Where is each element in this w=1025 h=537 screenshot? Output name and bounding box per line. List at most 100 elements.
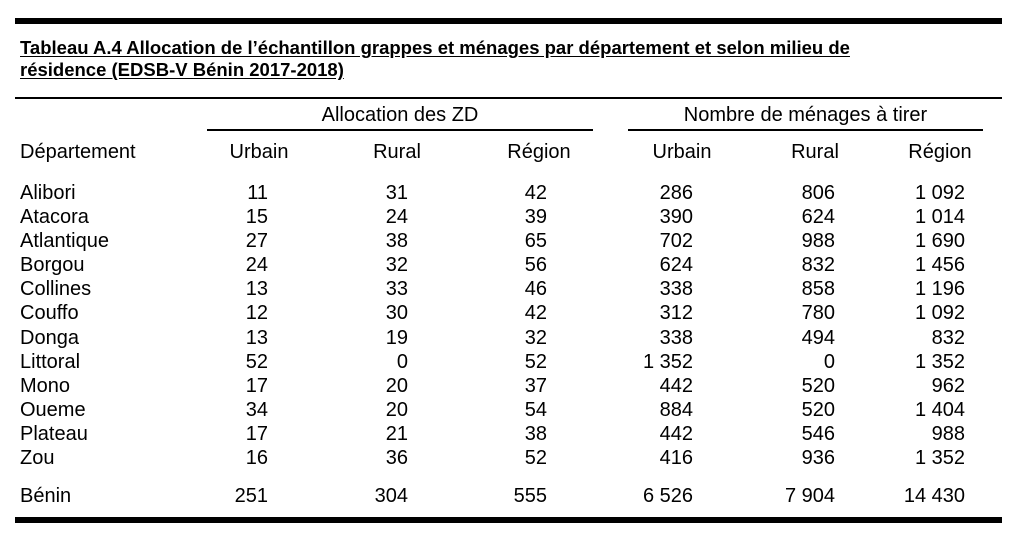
cell-zd-urbain: 24 (245, 254, 268, 277)
cell-zd-region: 42 (524, 302, 547, 325)
group-rule-menages (628, 129, 983, 131)
cell-menages-urbain: 338 (659, 278, 693, 301)
cell-menages-urbain: 702 (659, 230, 693, 253)
cell-row-name: Donga (20, 326, 79, 349)
cell-menages-urbain: 884 (659, 398, 693, 421)
column-header-menages-region: Région (908, 141, 972, 163)
cell-zd-region: 46 (524, 278, 547, 301)
total-zd-rural: 304 (374, 485, 408, 507)
column-header-menages-rural: Rural (791, 141, 839, 163)
cell-zd-rural: 0 (396, 350, 408, 373)
cell-menages-region: 988 (931, 422, 965, 445)
cell-row-name: Zou (20, 447, 55, 470)
cell-zd-region: 37 (524, 374, 547, 397)
cell-menages-urbain: 286 (659, 182, 693, 204)
total-menages-urbain: 6 526 (642, 485, 693, 507)
cell-zd-rural: 33 (385, 278, 408, 301)
table-row: Borgou 24 32 56 624 832 1 456 (0, 254, 1025, 278)
cell-menages-region: 1 404 (914, 398, 965, 421)
cell-zd-rural: 31 (385, 182, 408, 204)
cell-zd-region: 54 (524, 398, 547, 421)
table-row: Atlantique 27 38 65 702 988 1 690 (0, 230, 1025, 254)
cell-row-name: Collines (20, 278, 92, 301)
table-row: Couffo 12 30 42 312 780 1 092 (0, 302, 1025, 326)
cell-menages-urbain: 624 (659, 254, 693, 277)
table-row: Littoral 52 0 52 1 352 0 1 352 (0, 351, 1025, 375)
cell-row-name: Plateau (20, 422, 88, 445)
cell-row-name: Atacora (20, 206, 89, 229)
cell-row-name: Borgou (20, 254, 85, 277)
total-zd-urbain: 251 (234, 485, 268, 507)
table-title-line-2: résidence (EDSB-V Bénin 2017-2018) (20, 59, 344, 80)
cell-menages-region: 1 352 (914, 447, 965, 470)
cell-row-name: Atlantique (20, 230, 109, 253)
column-header-menages-urbain: Urbain (652, 141, 712, 163)
cell-zd-urbain: 17 (245, 422, 268, 445)
column-header-departement: Département (20, 141, 136, 163)
cell-zd-urbain: 52 (245, 350, 268, 373)
cell-zd-region: 32 (524, 326, 547, 349)
cell-zd-urbain: 11 (247, 182, 268, 204)
cell-row-name: Oueme (20, 398, 86, 421)
cell-menages-region: 1 690 (914, 230, 965, 253)
cell-menages-rural: 494 (801, 326, 835, 349)
cell-menages-urbain: 442 (659, 374, 693, 397)
cell-menages-urbain: 390 (659, 206, 693, 229)
total-menages-rural: 7 904 (784, 485, 835, 507)
cell-menages-region: 1 456 (914, 254, 965, 277)
cell-zd-urbain: 17 (245, 374, 268, 397)
column-header-zd-rural: Rural (373, 141, 421, 163)
bottom-thick-rule (15, 517, 1002, 523)
table-title-line-1: Tableau A.4 Allocation de l’échantillon … (20, 37, 850, 58)
cell-row-name: Mono (20, 374, 71, 397)
cell-zd-region: 39 (524, 206, 547, 229)
top-thick-rule (15, 18, 1002, 24)
cell-zd-rural: 21 (385, 422, 408, 445)
group-header-menages: Nombre de ménages à tirer (683, 104, 928, 126)
cell-zd-rural: 36 (385, 447, 408, 470)
cell-zd-urbain: 13 (245, 278, 268, 301)
cell-zd-region: 52 (524, 447, 547, 470)
cell-menages-rural: 858 (801, 278, 835, 301)
cell-menages-urbain: 1 352 (642, 350, 693, 373)
cell-zd-rural: 24 (385, 206, 408, 229)
total-menages-region: 14 430 (903, 485, 965, 507)
table-row: Oueme 34 20 54 884 520 1 404 (0, 399, 1025, 423)
table-row: Collines 13 33 46 338 858 1 196 (0, 278, 1025, 302)
table-row: Mono 17 20 37 442 520 962 (0, 375, 1025, 399)
cell-menages-rural: 832 (801, 254, 835, 277)
total-row-name: Bénin (20, 485, 72, 507)
cell-menages-region: 1 014 (914, 206, 965, 229)
cell-menages-region: 1 196 (914, 278, 965, 301)
cell-menages-rural: 936 (801, 447, 835, 470)
cell-zd-rural: 20 (385, 374, 408, 397)
cell-zd-rural: 20 (385, 398, 408, 421)
table-row: Atacora 15 24 39 390 624 1 014 (0, 206, 1025, 230)
cell-zd-region: 65 (524, 230, 547, 253)
table-row: Alibori 11 31 42 286 806 1 092 (0, 182, 1025, 206)
cell-zd-rural: 19 (385, 326, 408, 349)
cell-menages-urbain: 338 (659, 326, 693, 349)
cell-menages-region: 1 352 (914, 350, 965, 373)
cell-menages-rural: 520 (801, 398, 835, 421)
cell-menages-urbain: 442 (659, 422, 693, 445)
cell-zd-urbain: 27 (245, 230, 268, 253)
column-header-zd-region: Région (507, 141, 571, 163)
table-title: Tableau A.4 Allocation de l’échantillon … (20, 37, 1000, 81)
total-zd-region: 555 (513, 485, 547, 507)
cell-zd-urbain: 16 (245, 447, 268, 470)
cell-menages-rural: 624 (801, 206, 835, 229)
cell-zd-region: 56 (524, 254, 547, 277)
cell-zd-urbain: 12 (245, 302, 268, 325)
table-body: Alibori 11 31 42 286 806 1 092 Atacora 15 24 39 390… (0, 182, 1025, 471)
total-row: Bénin 251 304 555 6 526 7 904 14 430 (0, 485, 1025, 509)
cell-zd-rural: 38 (385, 230, 408, 253)
cell-menages-rural: 988 (801, 230, 835, 253)
table-row: Zou 16 36 52 416 936 1 352 (0, 447, 1025, 471)
table-row: Donga 13 19 32 338 494 832 (0, 327, 1025, 351)
cell-menages-rural: 520 (801, 374, 835, 397)
cell-zd-region: 42 (524, 182, 547, 204)
table-row: Plateau 17 21 38 442 546 988 (0, 423, 1025, 447)
column-header-zd-urbain: Urbain (229, 141, 289, 163)
cell-menages-region: 832 (931, 326, 965, 349)
